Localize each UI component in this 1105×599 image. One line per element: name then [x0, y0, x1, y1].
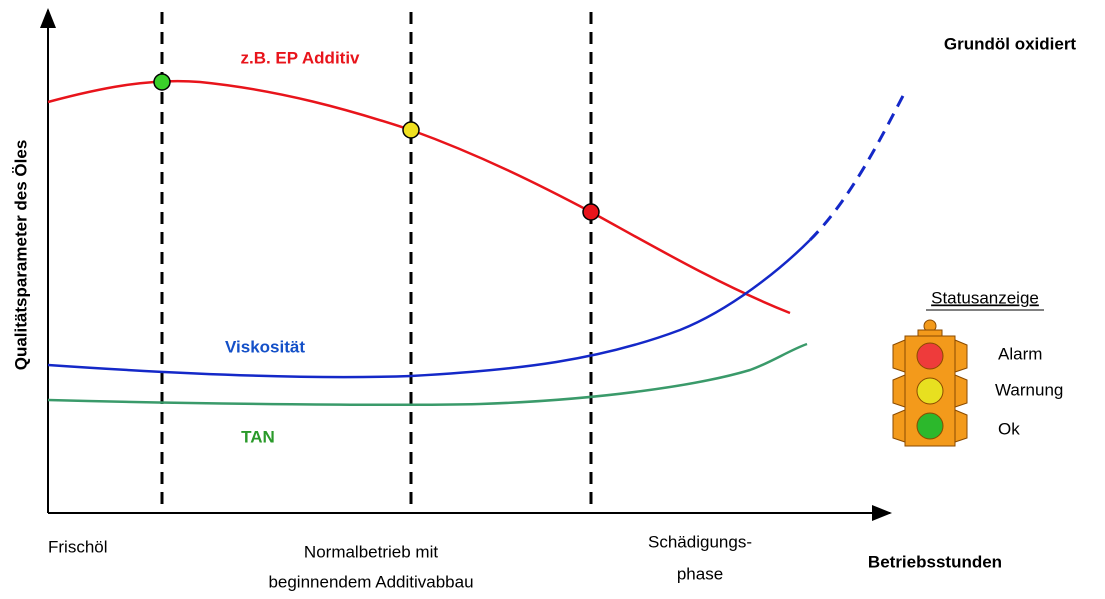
tan-curve	[47, 342, 808, 407]
phase-label: beginnendem Additivabbau	[268, 572, 473, 591]
viscosity-curve	[47, 239, 811, 379]
status-point	[582, 203, 600, 221]
phase-label: Schädigungs-	[648, 532, 752, 551]
legend-item: Warnung	[995, 380, 1063, 399]
status-point	[402, 121, 420, 139]
phase-label: Normalbetrieb mit	[304, 542, 438, 561]
curve-label: z.B. EP Additiv	[240, 48, 360, 67]
phase-label: phase	[677, 564, 723, 583]
legend-item: Ok	[998, 419, 1020, 438]
viscosity-dashed	[808, 91, 907, 242]
legend-item: Alarm	[998, 344, 1042, 363]
curve-label: Viskosität	[225, 337, 305, 356]
curve-label: TAN	[241, 427, 275, 446]
legend-title: Statusanzeige	[931, 288, 1039, 307]
additive-curve	[47, 79, 791, 315]
phase-label: Frischöl	[48, 537, 108, 556]
annotation: Grundöl oxidiert	[944, 34, 1077, 53]
y-axis-label: Qualitätsparameter des Öles	[11, 140, 30, 371]
status-point	[153, 73, 171, 91]
traffic-light	[892, 319, 968, 447]
phase-dividers	[160, 12, 593, 513]
x-axis-label: Betriebsstunden	[868, 552, 1002, 571]
